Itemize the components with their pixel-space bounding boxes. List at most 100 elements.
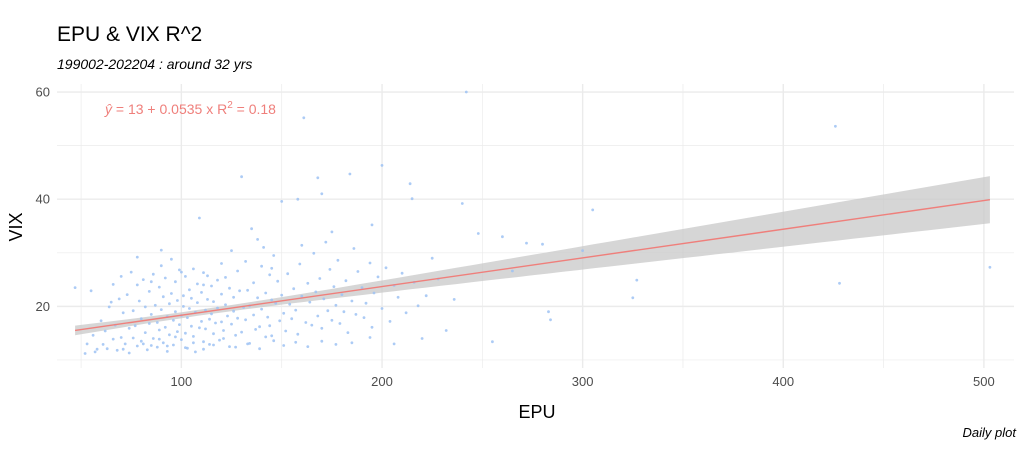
data-point [107,305,111,309]
data-point [300,243,304,247]
data-point [272,254,276,257]
data-point [430,256,434,260]
data-point [268,273,272,277]
data-point [208,343,211,346]
data-point [153,303,157,307]
data-point [410,197,414,201]
data-point [336,258,340,262]
data-point [310,323,314,327]
data-point [280,293,284,297]
data-point [326,309,330,313]
data-point [264,291,268,295]
data-point [204,327,207,331]
data-point [352,247,356,250]
data-point [396,295,400,299]
regression-line-layer [74,198,991,332]
data-point [121,311,125,315]
y-axis-ticks: 20 40 60 [36,85,50,314]
data-point [368,261,372,265]
data-point [190,296,193,300]
data-point [346,331,350,334]
data-point [348,172,352,176]
data-point [302,116,306,120]
data-point [202,271,205,274]
data-point [298,262,302,266]
data-point [282,344,286,347]
data-point [270,266,274,270]
data-point [155,321,159,324]
data-point [404,311,408,315]
data-point [372,291,376,295]
data-point [258,347,261,351]
data-point [147,290,151,293]
data-point [306,281,310,285]
data-point [188,288,191,292]
data-point [139,339,143,343]
data-point [252,313,256,317]
data-point [194,350,197,354]
data-point [334,303,338,307]
data-point [420,337,424,340]
data-point [330,230,334,234]
data-point [91,333,95,337]
data-point [83,352,87,355]
data-point [180,338,183,341]
data-point [218,338,221,342]
data-point [228,345,231,348]
data-point [184,275,187,278]
data-point [161,295,165,299]
data-point [192,267,195,271]
data-point [541,242,544,246]
scatter-points [73,90,992,355]
data-point [168,333,171,337]
data-point [631,296,635,300]
data-point [316,314,320,318]
data-point [635,278,639,282]
data-point [252,281,256,285]
data-point [206,274,209,278]
data-point [123,342,127,346]
data-point [168,302,171,306]
data-point [322,297,326,301]
data-point [370,223,374,227]
data-point [356,270,360,273]
data-point [424,294,428,298]
data-point [200,320,203,323]
data-point [591,208,595,212]
data-point [188,307,191,310]
data-point [380,307,384,310]
data-point [306,345,310,348]
data-point [416,304,420,308]
data-point [149,280,153,284]
data-point [204,308,207,312]
data-point [324,240,328,244]
data-point [320,192,324,196]
data-point [200,291,203,294]
data-point [121,347,125,351]
minor-gridlines [57,84,1014,368]
data-point [276,279,280,283]
data-point [240,175,244,179]
r-squared-value: = 0.18 [233,101,276,117]
data-point [109,300,113,304]
equation-text: = 13 + 0.0535 x R [112,101,227,117]
data-point [163,276,167,280]
data-point [159,308,163,311]
data-point [246,342,250,346]
data-point [380,164,384,167]
data-point [178,268,181,272]
data-point [99,319,103,323]
data-point [388,320,392,323]
data-point [988,265,992,269]
x-tick-label: 400 [772,374,794,389]
data-point [266,315,270,319]
data-point [111,337,115,341]
data-point [344,279,348,283]
yhat-symbol: ŷ [104,101,113,117]
data-point [143,331,147,334]
data-point [224,276,227,279]
x-axis-title: EPU [518,402,555,422]
data-point [159,248,163,252]
data-point [581,249,584,253]
